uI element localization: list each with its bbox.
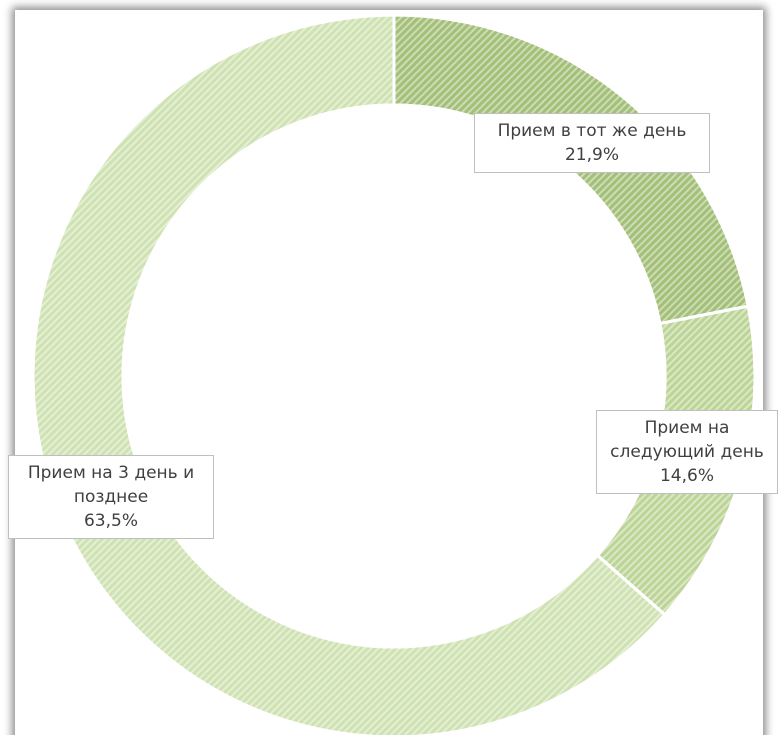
category-name: Прием на 3 день и позднее (27, 463, 195, 507)
category-name: Прием на следующий день (610, 418, 764, 462)
category-name: Прием в тот же день (497, 121, 687, 141)
data-label: Прием на 3 день и позднее 63,5% (8, 455, 214, 539)
value-label: 14,6% (659, 466, 714, 486)
value-label: 63,5% (83, 511, 138, 531)
value-label: 21,9% (564, 145, 619, 165)
slice-hatch (31, 13, 667, 735)
data-label: Прием в тот же день 21,9% (474, 113, 710, 173)
data-label: Прием на следующий день 14,6% (596, 410, 778, 494)
